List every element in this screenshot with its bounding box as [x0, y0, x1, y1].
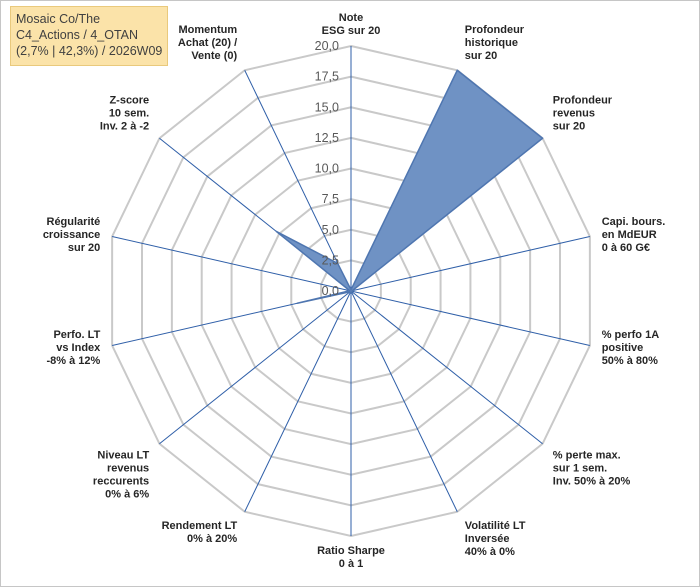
axis-label-line: Profondeur [553, 94, 613, 106]
axis-label-line: Achat (20) / [178, 37, 237, 49]
axis-label-2: Profondeur revenus sur 20 [553, 94, 613, 132]
axis-label-line: 40% à 0% [465, 546, 515, 558]
spoke-9 [159, 290, 352, 445]
axis-label-4: % perfo 1A positive 50% à 80% [602, 329, 660, 367]
axis-label-line: sur 20 [465, 50, 497, 62]
spoke-5 [350, 290, 543, 445]
axis-label-line: en MdEUR [602, 229, 657, 241]
tick-label: 12,5 [315, 131, 339, 145]
axis-label-line: % perte max. [553, 450, 621, 462]
axis-label-9: Niveau LT revenus reccurents 0% à 6% [93, 450, 150, 501]
axis-label-3: Capi. bours. en MdEUR 0 à 60 G€ [602, 216, 666, 254]
axis-label-line: 0 à 1 [339, 558, 363, 570]
axis-label-line: 0% à 6% [105, 489, 149, 501]
tick-label: 0,0 [322, 284, 339, 298]
axis-label-line: Inv. 50% à 20% [553, 476, 631, 488]
axis-labels: Note ESG sur 20 Profondeur historique sur 20… [43, 12, 665, 570]
tick-label: 2,5 [322, 253, 339, 267]
axis-label-7: Ratio Sharpe 0 à 1 [317, 545, 385, 570]
axis-label-line: Volatilité LT [465, 520, 526, 532]
axis-label-line: reccurents [93, 476, 149, 488]
tick-labels: 0,0 2,5 5,0 7,5 10,0 12,5 15,0 17,5 20,0 [315, 39, 339, 298]
axis-label-12: Z-score 10 sem. Inv. 2 à -2 [100, 94, 149, 132]
axis-label-line: Momentum [179, 24, 238, 36]
axis-label-line: positive [602, 342, 644, 354]
axis-label-8: Rendement LT 0% à 20% [162, 520, 238, 545]
axis-label-line: Ratio Sharpe [317, 545, 385, 557]
spoke-6 [350, 290, 458, 512]
tick-label: 10,0 [315, 162, 339, 176]
axis-label-line: sur 20 [68, 242, 100, 254]
axis-label-line: Rendement LT [162, 520, 238, 532]
spoke-11 [112, 235, 352, 292]
tick-label: 5,0 [322, 223, 339, 237]
spoke-3 [350, 235, 590, 292]
spoke-13 [244, 70, 352, 292]
axis-label-10: Perfo. LT vs Index -8% à 12% [46, 329, 101, 367]
axis-label-line: Profondeur [465, 24, 525, 36]
axis-label-line: Note [339, 12, 363, 24]
axis-label-13: Momentum Achat (20) / Vente (0) [178, 24, 238, 62]
axis-label-line: vs Index [56, 342, 101, 354]
axis-label-line: croissance [43, 229, 100, 241]
axis-label-line: historique [465, 37, 518, 49]
tick-label: 15,0 [315, 100, 339, 114]
tick-label: 7,5 [322, 192, 339, 206]
axis-label-11: Régularité croissance sur 20 [43, 216, 100, 254]
axis-label-line: ESG sur 20 [322, 25, 381, 37]
axis-label-6: Volatilité LT Inversée 40% à 0% [465, 520, 526, 558]
axis-label-line: % perfo 1A [602, 329, 660, 341]
series-area [275, 69, 544, 305]
spoke-8 [244, 290, 352, 512]
title-line-1: Mosaic Co/The [16, 12, 101, 26]
axis-label-line: 0 à 60 G€ [602, 242, 650, 254]
spoke-4 [350, 290, 590, 347]
axis-label-line: sur 1 sem. [553, 463, 607, 475]
axis-label-line: 50% à 80% [602, 355, 658, 367]
axis-label-5: % perte max. sur 1 sem. Inv. 50% à 20% [553, 450, 631, 488]
axis-label-0: Note ESG sur 20 [322, 12, 381, 37]
axis-label-line: Niveau LT [97, 450, 149, 462]
title-line-2: C4_Actions / 4_OTAN [16, 28, 139, 42]
axis-label-line: 10 sem. [109, 107, 149, 119]
axis-label-line: Z-score [109, 94, 149, 106]
axis-label-line: Vente (0) [191, 50, 237, 62]
axis-label-line: Perfo. LT [53, 329, 100, 341]
axis-label-line: 0% à 20% [187, 533, 237, 545]
title-line-3: (2,7% | 42,3%) / 2026W09 [16, 44, 163, 58]
axis-label-line: Capi. bours. [602, 216, 666, 228]
axis-label-line: revenus [107, 463, 149, 475]
axis-label-line: revenus [553, 107, 595, 119]
axis-label-line: Régularité [47, 216, 101, 228]
axis-label-line: -8% à 12% [46, 355, 100, 367]
axis-label-line: sur 20 [553, 120, 585, 132]
axis-label-1: Profondeur historique sur 20 [465, 24, 525, 62]
title-box: Mosaic Co/The C4_Actions / 4_OTAN (2,7% … [10, 6, 168, 66]
tick-label: 17,5 [315, 70, 339, 84]
axis-label-line: Inversée [465, 533, 510, 545]
axis-label-line: Inv. 2 à -2 [100, 120, 149, 132]
tick-label: 20,0 [315, 39, 339, 53]
